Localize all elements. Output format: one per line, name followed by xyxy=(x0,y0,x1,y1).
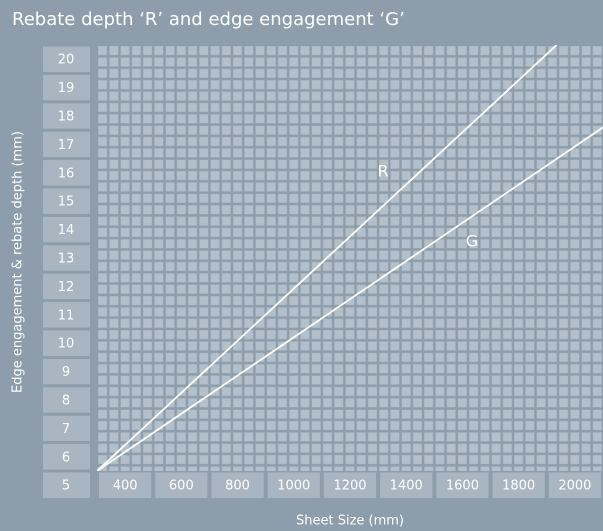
x-tick-box xyxy=(380,472,433,498)
x-tick-label: 1800 xyxy=(502,479,535,494)
y-tick-label: 9 xyxy=(62,365,70,380)
x-tick-label: 600 xyxy=(169,479,194,494)
x-tick-label: 1000 xyxy=(277,479,310,494)
y-tick-box xyxy=(43,46,90,72)
y-tick-label: 17 xyxy=(58,138,75,153)
series-label: R xyxy=(377,162,388,181)
y-tick-label: 7 xyxy=(62,422,70,437)
x-tick-box xyxy=(436,472,489,498)
y-tick-label: 10 xyxy=(58,337,75,352)
y-axis-label: Edge engagement & rebate depth (mm) xyxy=(11,131,26,393)
y-tick-label: 12 xyxy=(58,280,75,295)
y-tick-box xyxy=(43,415,90,442)
x-tick-box xyxy=(548,472,601,498)
y-tick-label: 13 xyxy=(58,252,75,267)
y-tick-label: 5 xyxy=(62,479,70,494)
x-tick-label: 800 xyxy=(225,479,250,494)
x-tick-label: 2000 xyxy=(558,479,591,494)
y-tick-box xyxy=(43,245,90,271)
series-label: G xyxy=(466,232,478,251)
series-line xyxy=(97,45,558,471)
y-tick-label: 15 xyxy=(58,195,75,210)
y-tick-label: 18 xyxy=(58,110,75,125)
y-tick-label: 11 xyxy=(58,308,75,323)
x-axis-label: Sheet Size (mm) xyxy=(296,514,404,529)
x-tick-box xyxy=(155,472,208,498)
y-tick-label: 16 xyxy=(58,166,75,181)
y-tick-box xyxy=(43,444,90,470)
x-tick-box xyxy=(267,472,320,498)
x-tick-box xyxy=(492,472,545,498)
x-tick-box xyxy=(211,472,264,498)
y-tick-box xyxy=(43,103,90,129)
lines xyxy=(97,45,603,471)
y-tick-box xyxy=(43,472,90,498)
y-tick-label: 20 xyxy=(58,53,75,68)
x-tick-box xyxy=(99,472,152,498)
y-tick-label: 8 xyxy=(62,394,70,409)
y-tick-box xyxy=(43,358,90,385)
y-tick-box xyxy=(43,273,90,300)
y-tick-box xyxy=(43,160,90,186)
series-line xyxy=(97,126,603,471)
plot-grid xyxy=(97,45,603,471)
y-tick-label: 19 xyxy=(58,81,75,96)
x-tick-label: 400 xyxy=(113,479,138,494)
y-tick-label: 14 xyxy=(58,223,75,238)
y-tick-box xyxy=(43,387,90,413)
x-tick-label: 1200 xyxy=(333,479,366,494)
x-tick-label: 1600 xyxy=(446,479,479,494)
y-tick-box xyxy=(43,216,90,243)
y-tick-box xyxy=(43,302,90,328)
y-tick-box xyxy=(43,74,90,101)
y-tick-box xyxy=(43,188,90,214)
chart-title: Rebate depth ‘R’ and edge engagement ‘G’ xyxy=(12,9,405,30)
x-tick-label: 1400 xyxy=(390,479,423,494)
x-tick-box xyxy=(323,472,377,498)
y-tick-box xyxy=(43,131,90,158)
y-tick-label: 6 xyxy=(62,450,70,465)
y-tick-box xyxy=(43,330,90,356)
